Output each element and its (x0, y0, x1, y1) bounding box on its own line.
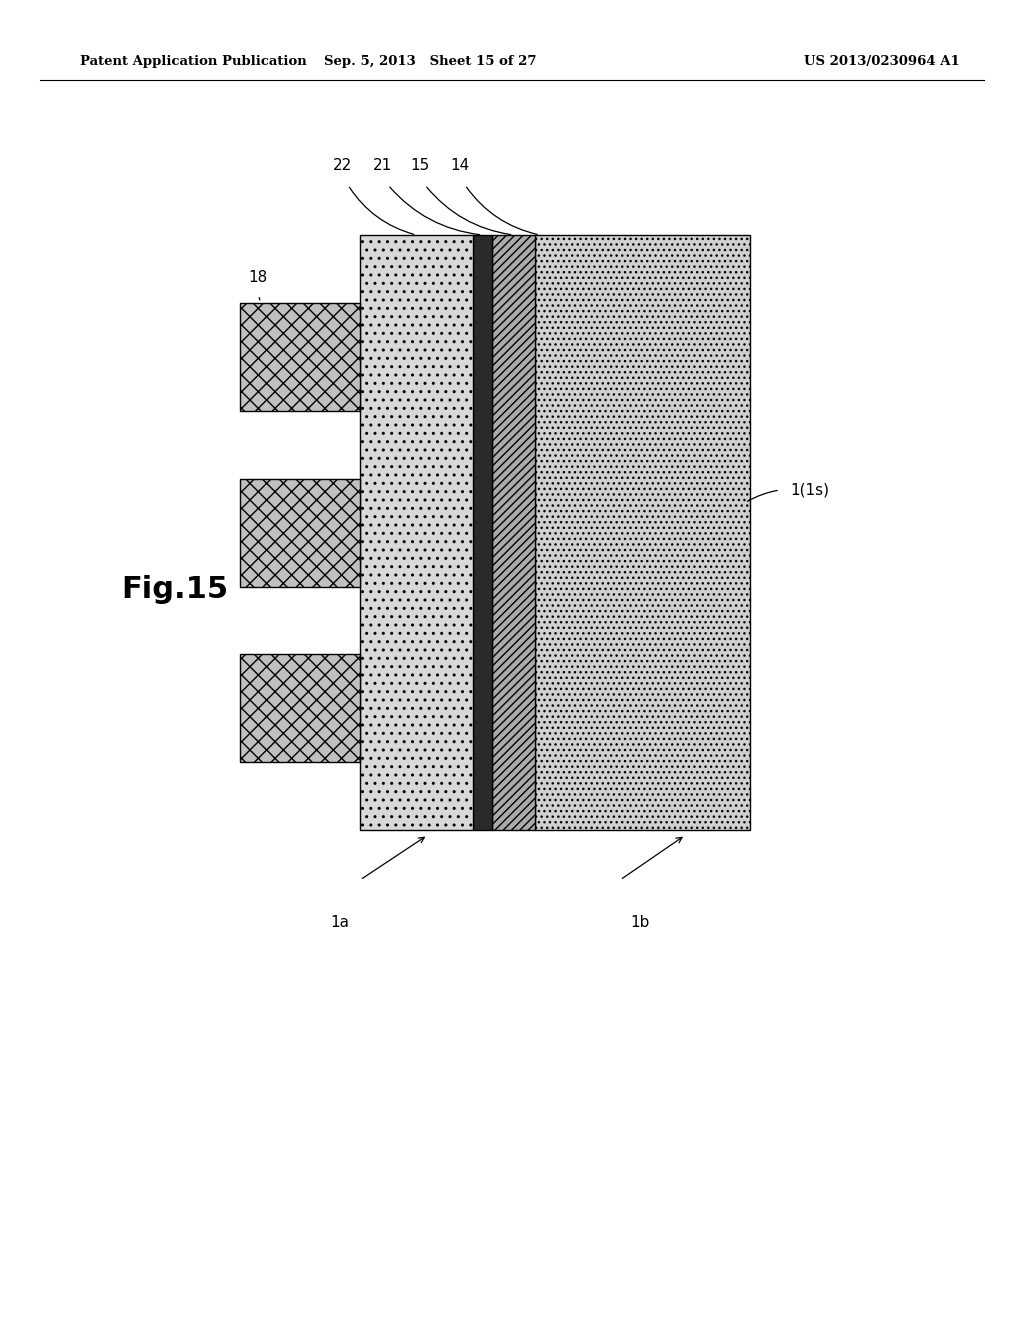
Bar (360, 235, 473, 830)
Text: Patent Application Publication: Patent Application Publication (80, 55, 307, 69)
Text: 18: 18 (248, 271, 267, 285)
Text: US 2013/0230964 A1: US 2013/0230964 A1 (804, 55, 961, 69)
Text: 21: 21 (374, 158, 392, 173)
Text: 22: 22 (334, 158, 352, 173)
Bar (240, 302, 360, 411)
Text: 14: 14 (451, 158, 470, 173)
Bar (240, 655, 360, 762)
Bar (492, 235, 535, 830)
Text: 1b: 1b (631, 915, 649, 931)
Text: Sep. 5, 2013   Sheet 15 of 27: Sep. 5, 2013 Sheet 15 of 27 (324, 55, 537, 69)
Text: Fig.15: Fig.15 (122, 576, 228, 605)
Bar (240, 479, 360, 586)
Text: 1(1s): 1(1s) (790, 483, 829, 498)
Text: 1a: 1a (331, 915, 349, 931)
Bar (535, 235, 750, 830)
Bar (473, 235, 492, 830)
Text: 15: 15 (411, 158, 430, 173)
